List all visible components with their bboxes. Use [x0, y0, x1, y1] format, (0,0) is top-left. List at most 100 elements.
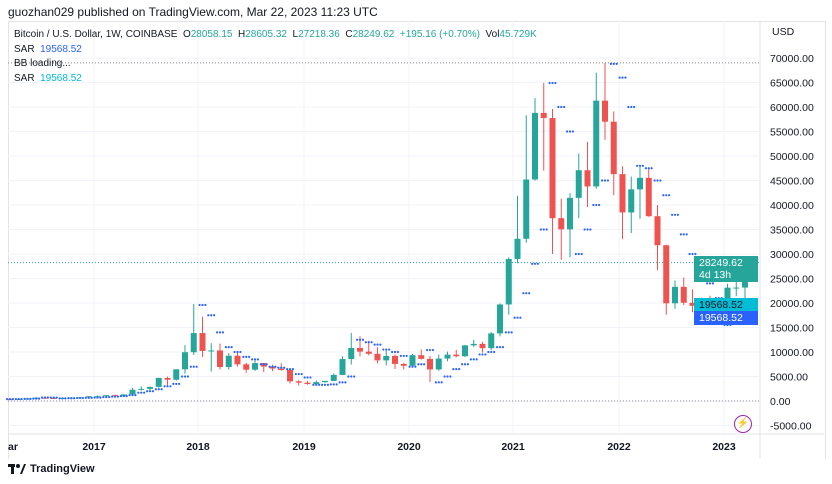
candle — [610, 111, 617, 196]
candle — [523, 115, 530, 243]
sar-dot — [108, 395, 111, 399]
sar-dot — [382, 348, 385, 351]
candle — [199, 316, 206, 357]
sar-dot — [265, 363, 268, 366]
sar-dot — [434, 381, 437, 384]
sar-dot — [609, 62, 612, 65]
candle — [409, 354, 416, 368]
symbol-title[interactable]: Bitcoin / U.S. Dollar, 1W, COINBASE — [14, 29, 178, 40]
sar-dot — [484, 353, 487, 356]
sar-dot — [329, 383, 332, 386]
time-tick: 2019 — [292, 441, 316, 453]
sar-dot — [175, 382, 178, 385]
sar-dot — [665, 194, 668, 197]
sar-dot — [574, 252, 577, 256]
sar-dot — [353, 375, 356, 378]
sar-dot — [102, 395, 105, 399]
sar-dot — [318, 383, 321, 386]
sar-dot — [428, 348, 432, 352]
sar-dot — [297, 372, 300, 376]
sar-dot — [571, 130, 575, 133]
candle — [173, 369, 180, 381]
sar-dot — [253, 358, 257, 361]
sar-dot — [361, 338, 364, 341]
tradingview-logo[interactable]: TradingView — [8, 463, 95, 475]
sar-dot — [52, 396, 55, 399]
candle — [217, 343, 223, 370]
sar-dot — [230, 346, 233, 349]
candle-body — [540, 112, 547, 119]
sar-dot — [364, 341, 367, 344]
chart-frame[interactable] — [8, 21, 826, 459]
sar-dot — [35, 397, 38, 400]
sar-dot — [551, 81, 554, 85]
sar-dot — [431, 348, 434, 352]
candle — [348, 332, 355, 365]
sar-dot — [134, 394, 137, 397]
sar-dot — [461, 363, 464, 366]
price-tick: -5000.00 — [770, 421, 812, 433]
time-tick: 2022 — [607, 441, 631, 453]
price-tick: 55000.00 — [770, 127, 814, 139]
candle-body — [409, 355, 416, 366]
sar-dot — [64, 397, 67, 400]
candle-body — [610, 121, 617, 175]
sar-dot — [405, 354, 408, 358]
sar-dot — [475, 358, 478, 361]
lightning-icon[interactable]: ⚡ — [734, 415, 752, 433]
candle — [558, 198, 565, 260]
sar-dot — [528, 292, 531, 295]
candle-body — [637, 177, 643, 190]
sar-dot — [148, 390, 152, 393]
candle — [155, 377, 162, 388]
sar-dot — [496, 346, 499, 349]
candle-body — [330, 374, 337, 381]
sar-dot — [99, 396, 102, 399]
sar-dot — [274, 365, 277, 368]
price-tick: 65000.00 — [770, 78, 814, 90]
sar-dot — [169, 385, 172, 388]
sar-dot — [487, 350, 490, 354]
sar-dot — [61, 397, 64, 400]
sar-dot — [679, 233, 682, 236]
candle — [182, 345, 188, 374]
bb-indicator[interactable]: BB loading... — [14, 58, 71, 69]
last-price-value: 28249.62 — [699, 257, 743, 269]
sar-dot — [146, 390, 149, 393]
candle-body — [339, 359, 346, 375]
sar-dot — [163, 385, 166, 388]
candle-body — [680, 286, 687, 303]
sar-dot — [618, 76, 621, 79]
sar-dot — [388, 348, 391, 351]
candle-body — [190, 333, 197, 353]
candle — [505, 257, 512, 315]
candle — [575, 153, 582, 219]
candle-body — [488, 333, 495, 349]
candle-body — [523, 179, 530, 239]
sar-dot — [592, 203, 595, 207]
sar-dot — [242, 355, 245, 358]
price-tick: 15000.00 — [770, 323, 814, 335]
sar-dot — [43, 396, 47, 399]
low-value: 27218.36 — [298, 29, 340, 40]
sar-dot — [650, 167, 653, 170]
candle-body — [672, 286, 678, 304]
sar-dot — [458, 368, 461, 371]
sar-dot — [414, 365, 417, 368]
candle — [470, 339, 477, 348]
price-tick: 25000.00 — [770, 274, 814, 286]
sar-dot — [516, 316, 519, 319]
sar-dot — [708, 282, 712, 285]
price-tick: 60000.00 — [770, 102, 814, 114]
sar-dot — [216, 331, 219, 334]
sar-dot — [624, 76, 627, 79]
sar-label: SAR — [14, 72, 35, 84]
sar-dot — [662, 194, 665, 197]
sar-indicator-1[interactable]: SAR 19568.52 — [14, 43, 537, 58]
sar-dot — [656, 179, 659, 182]
sar-dot — [218, 331, 222, 334]
candle-body — [295, 381, 302, 383]
sar-dot — [207, 314, 210, 317]
sar-indicator-2[interactable]: SAR 19568.52 — [14, 72, 537, 87]
price-tick: 10000.00 — [770, 347, 814, 359]
